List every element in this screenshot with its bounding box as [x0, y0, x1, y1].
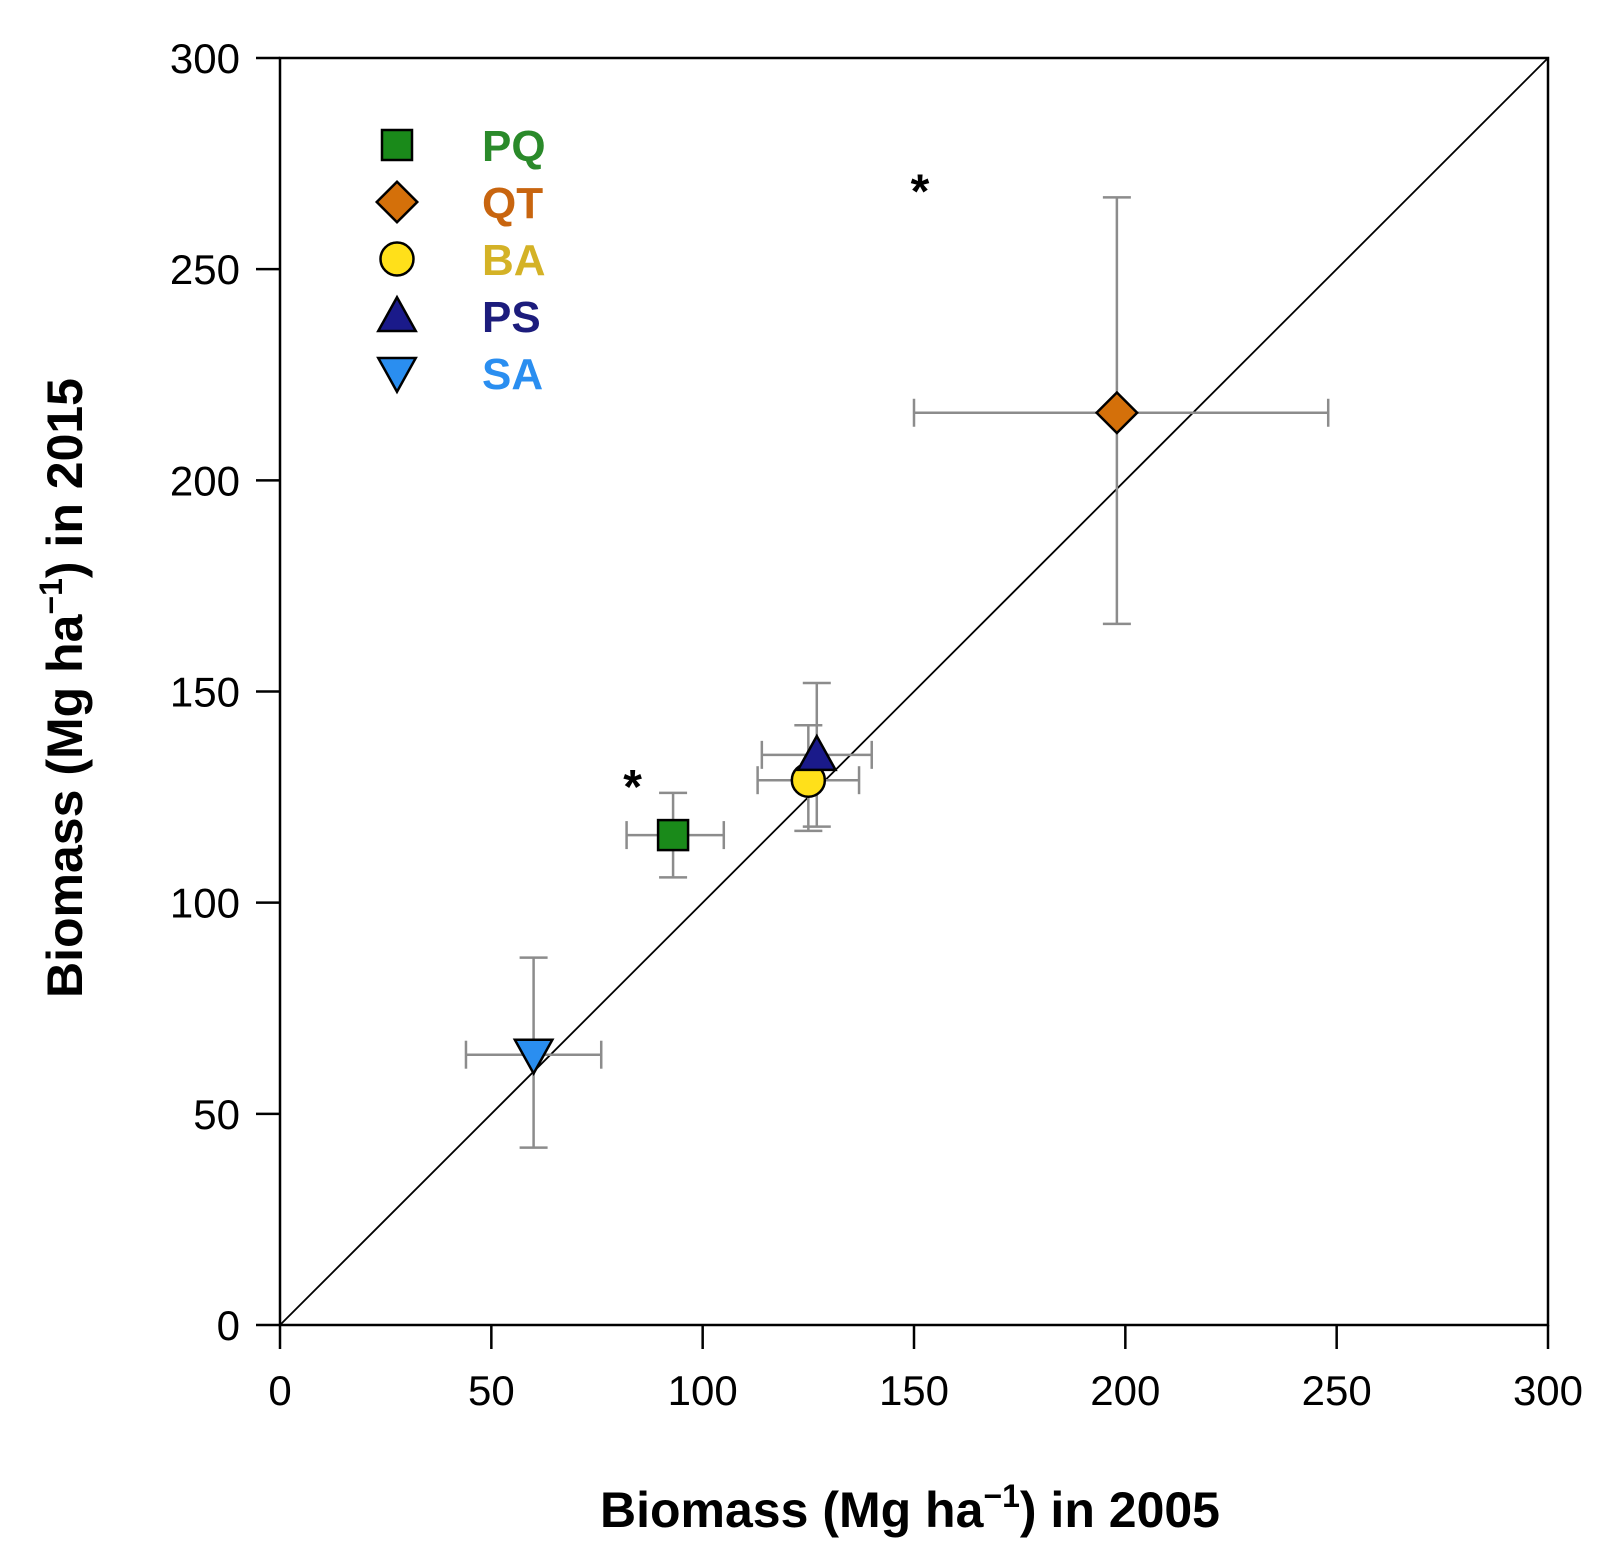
legend-marker-ba	[379, 241, 415, 277]
y-tick-label: 250	[170, 246, 240, 293]
y-tick-label: 150	[170, 669, 240, 716]
legend-marker-qt	[374, 179, 420, 225]
x-tick-label: 100	[668, 1367, 738, 1414]
x-tick-label: 300	[1513, 1367, 1583, 1414]
y-axis-ticks: 0 50 100 150 200 250 300	[170, 35, 280, 1349]
x-axis-ticks: 0 50 100 150 200 250 300	[268, 1325, 1583, 1414]
legend-label-ps: PS	[482, 293, 541, 342]
x-tick-label: 0	[268, 1367, 291, 1414]
legend-marker-sa	[376, 356, 418, 395]
y-tick-label: 300	[170, 35, 240, 82]
x-tick-label: 50	[468, 1367, 515, 1414]
x-axis-title: Biomass (Mg ha−1) in 2005	[600, 1478, 1220, 1538]
error-bars	[464, 196, 1330, 1149]
legend-label-ba: BA	[482, 236, 546, 285]
significance-star-pq: *	[623, 761, 642, 814]
legend: PQ QT BA PS SA	[374, 122, 546, 399]
legend-label-sa: SA	[482, 350, 543, 399]
y-tick-label: 100	[170, 880, 240, 927]
data-points	[512, 390, 1139, 1077]
point-pq	[656, 818, 690, 852]
x-tick-label: 200	[1090, 1367, 1160, 1414]
y-tick-label: 50	[193, 1091, 240, 1138]
one-to-one-line-group	[279, 57, 1549, 1326]
significance-star-qt: *	[911, 165, 930, 218]
y-tick-label: 200	[170, 457, 240, 504]
y-tick-label: 0	[217, 1302, 240, 1349]
x-tick-label: 250	[1302, 1367, 1372, 1414]
significance-markers: **	[623, 165, 929, 813]
legend-marker-pq	[380, 128, 414, 162]
x-tick-label: 150	[879, 1367, 949, 1414]
legend-marker-ps	[376, 294, 418, 333]
y-axis-title: Biomass (Mg ha−1) in 2015	[33, 378, 93, 998]
point-ps	[795, 733, 838, 772]
one-to-one-line	[279, 57, 1549, 1326]
legend-label-qt: QT	[482, 179, 543, 228]
point-sa	[512, 1038, 555, 1077]
legend-label-pq: PQ	[482, 122, 546, 171]
point-qt	[1094, 390, 1139, 435]
